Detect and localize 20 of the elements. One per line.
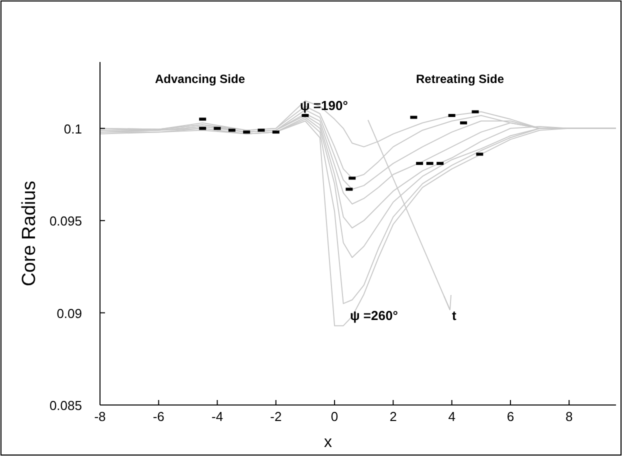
annotation: ψ =190° bbox=[300, 98, 348, 113]
x-tick-label: 4 bbox=[448, 409, 456, 424]
annotation: t bbox=[452, 308, 457, 323]
annotation: Advancing Side bbox=[154, 72, 246, 86]
x-tick-label: 0 bbox=[330, 409, 338, 424]
x-tick-label: 2 bbox=[390, 409, 397, 424]
x-tick-label: -2 bbox=[270, 409, 282, 424]
y-tick-label: 0.1 bbox=[64, 121, 82, 136]
x-tick-label: 6 bbox=[506, 409, 514, 424]
annotation: ψ =260° bbox=[350, 308, 398, 323]
y-tick-label: 0.09 bbox=[56, 306, 82, 321]
x-tick-label: -4 bbox=[211, 409, 224, 424]
x-tick-label: 8 bbox=[565, 409, 573, 424]
y-axis-title: Core Radius bbox=[19, 180, 40, 286]
y-tick-label: 0.085 bbox=[49, 398, 82, 413]
x-tick-label: -8 bbox=[94, 409, 106, 424]
y-tick-label: 0.095 bbox=[49, 214, 82, 229]
x-axis-title: x bbox=[324, 434, 332, 451]
annotation: Retreating Side bbox=[416, 72, 504, 86]
x-tick-label: -6 bbox=[152, 409, 164, 424]
